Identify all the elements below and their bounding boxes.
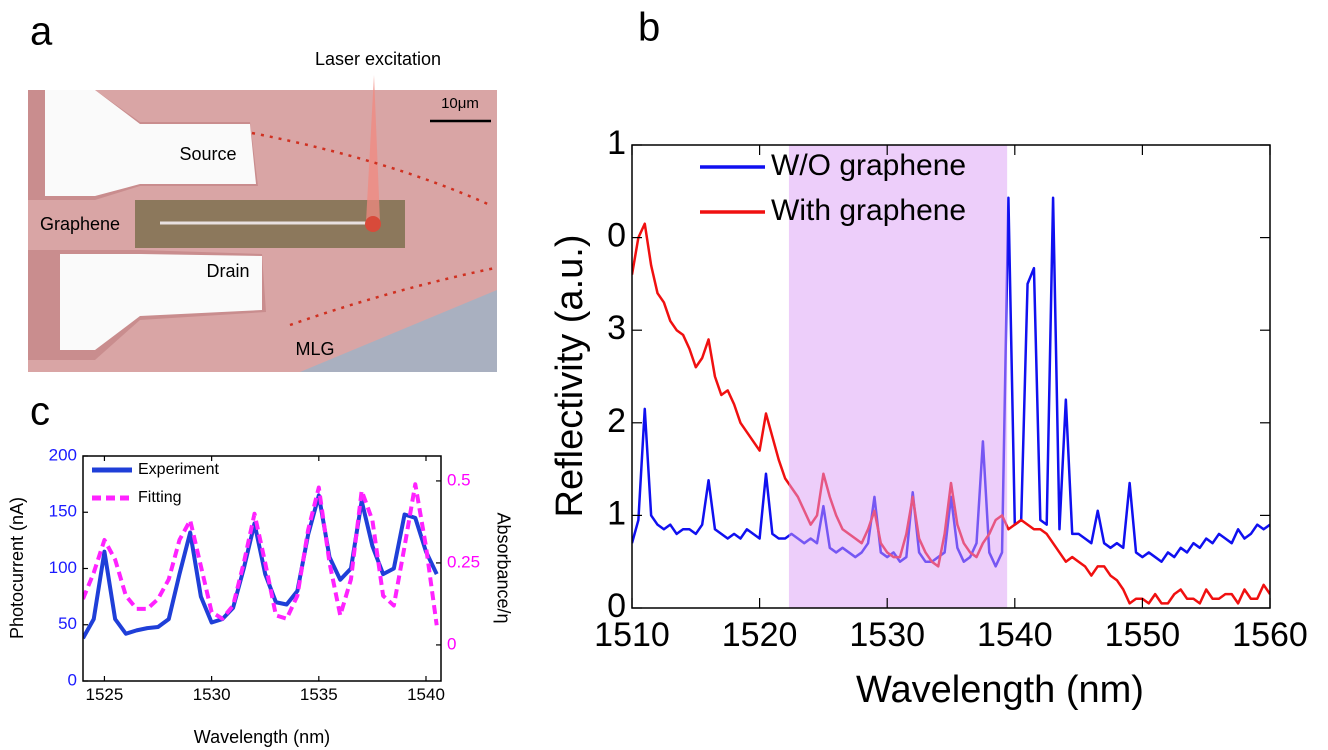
x-tick-label: 1530 bbox=[849, 616, 925, 654]
x-tick-label: 1550 bbox=[1105, 616, 1181, 654]
scale-bar-label: 10μm bbox=[441, 95, 479, 112]
y2-tick-label: 0.5 bbox=[447, 470, 471, 489]
legend-label: Experiment bbox=[138, 461, 219, 478]
legend-label: Fitting bbox=[138, 489, 182, 506]
x-axis-title: Wavelength (nm) bbox=[194, 727, 330, 747]
y-tick-label: 1 bbox=[607, 494, 626, 532]
x-tick-label: 1525 bbox=[86, 685, 124, 704]
y-axis-title: Reflectivity (a.u.) bbox=[549, 235, 591, 518]
x-tick-label: 1520 bbox=[722, 616, 798, 654]
y-tick-label: 1 bbox=[607, 124, 626, 162]
legend-label: W/O graphene bbox=[771, 149, 966, 182]
micrograph: Laser excitation 10μm Source Graphene Dr… bbox=[28, 49, 497, 372]
x-tick-label: 1560 bbox=[1232, 616, 1308, 654]
region-label: MLG bbox=[295, 339, 334, 359]
x-tick-label: 1530 bbox=[193, 685, 231, 704]
x-tick-label: 1535 bbox=[300, 685, 338, 704]
chart: 1525 1530 1535 1540 0 50 100 150 200 0 0.25 0.5 Wave… bbox=[7, 445, 514, 746]
y2-tick-label: 0.25 bbox=[447, 552, 480, 571]
panel-label: b bbox=[638, 6, 660, 50]
y-axis-title: Photocurrent (nA) bbox=[7, 497, 27, 639]
x-tick-label: 1510 bbox=[594, 616, 670, 654]
region-label: Graphene bbox=[40, 214, 120, 234]
panel-label: a bbox=[30, 10, 53, 54]
y-tick-label: 0 bbox=[607, 587, 626, 625]
y-tick-label: 0 bbox=[68, 670, 77, 689]
y-tick-label: 50 bbox=[58, 614, 77, 633]
source-pad bbox=[45, 90, 256, 196]
x-tick-label: 1540 bbox=[977, 616, 1053, 654]
chart: 1510 1520 1530 1540 1550 1560 0 1 2 3 0 1 Wavelength… bbox=[549, 124, 1308, 711]
y-tick-label: 100 bbox=[49, 558, 77, 577]
axes-frame bbox=[631, 144, 1271, 609]
annotation: Laser excitation bbox=[315, 49, 441, 69]
laser-spot bbox=[365, 216, 381, 232]
highlight-band bbox=[788, 145, 1008, 608]
region-label: Drain bbox=[206, 261, 249, 281]
y2-axis-title: Absorbance/η bbox=[493, 512, 513, 623]
y-tick-label: 2 bbox=[607, 402, 626, 440]
region-label: Source bbox=[179, 144, 236, 164]
x-axis-title: Wavelength (nm) bbox=[856, 669, 1144, 711]
drain-pad bbox=[60, 254, 262, 350]
y-tick-label: 0 bbox=[607, 217, 626, 255]
y-tick-label: 200 bbox=[49, 445, 77, 464]
legend-label: With graphene bbox=[771, 194, 966, 227]
panel-label: c bbox=[30, 390, 50, 434]
x-tick-label: 1540 bbox=[407, 685, 445, 704]
mlg-region bbox=[300, 290, 497, 372]
series-line bbox=[83, 493, 439, 640]
y-tick-label: 150 bbox=[49, 502, 77, 521]
y2-tick-label: 0 bbox=[447, 634, 456, 653]
laser-beam bbox=[366, 75, 380, 222]
y-tick-label: 3 bbox=[607, 309, 626, 347]
series-line bbox=[83, 482, 439, 626]
